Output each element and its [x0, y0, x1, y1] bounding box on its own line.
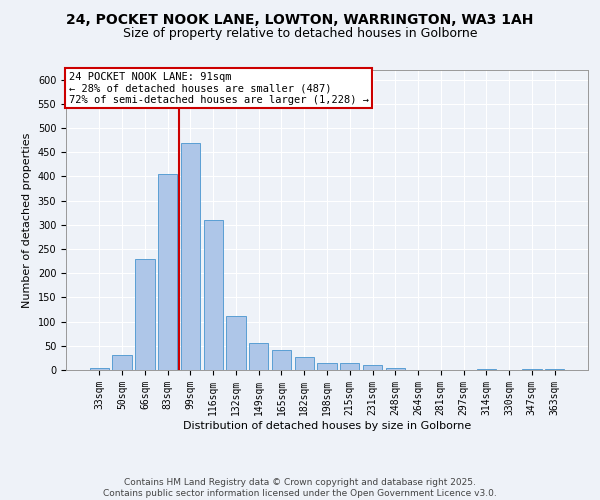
- Bar: [363, 365, 382, 370]
- Bar: [545, 368, 564, 370]
- Bar: [476, 368, 496, 370]
- Bar: [203, 220, 223, 370]
- Bar: [135, 258, 155, 370]
- Bar: [317, 362, 337, 370]
- Bar: [90, 368, 109, 370]
- Bar: [386, 368, 405, 370]
- Bar: [522, 368, 542, 370]
- Bar: [340, 362, 359, 370]
- Y-axis label: Number of detached properties: Number of detached properties: [22, 132, 32, 308]
- Text: Size of property relative to detached houses in Golborne: Size of property relative to detached ho…: [123, 28, 477, 40]
- Bar: [249, 344, 268, 370]
- Bar: [226, 316, 245, 370]
- Bar: [295, 357, 314, 370]
- Text: 24 POCKET NOOK LANE: 91sqm
← 28% of detached houses are smaller (487)
72% of sem: 24 POCKET NOOK LANE: 91sqm ← 28% of deta…: [68, 72, 368, 104]
- Bar: [112, 356, 132, 370]
- Bar: [181, 142, 200, 370]
- Bar: [272, 350, 291, 370]
- Bar: [158, 174, 178, 370]
- X-axis label: Distribution of detached houses by size in Golborne: Distribution of detached houses by size …: [183, 420, 471, 430]
- Text: 24, POCKET NOOK LANE, LOWTON, WARRINGTON, WA3 1AH: 24, POCKET NOOK LANE, LOWTON, WARRINGTON…: [67, 12, 533, 26]
- Text: Contains HM Land Registry data © Crown copyright and database right 2025.
Contai: Contains HM Land Registry data © Crown c…: [103, 478, 497, 498]
